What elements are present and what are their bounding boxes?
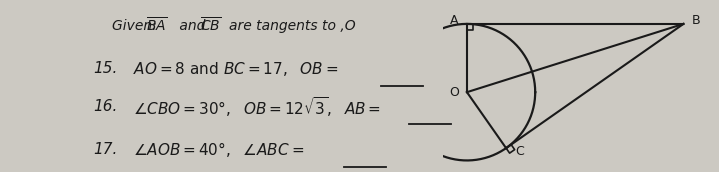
- Text: $\angle CBO = 30°,$  $OB = 12\sqrt{3},$  $AB = $: $\angle CBO = 30°,$ $OB = 12\sqrt{3},$ $…: [133, 95, 381, 119]
- Text: Given:: Given:: [112, 19, 161, 33]
- Text: and: and: [175, 19, 209, 33]
- Text: $\overline{CB}$: $\overline{CB}$: [201, 17, 221, 35]
- Text: C: C: [516, 145, 524, 158]
- Text: are tangents to ,O: are tangents to ,O: [229, 19, 356, 33]
- Text: $\angle AOB = 40°,$  $\angle ABC = $: $\angle AOB = 40°,$ $\angle ABC = $: [133, 140, 304, 159]
- Text: 15.: 15.: [93, 61, 118, 76]
- Text: 17.: 17.: [93, 142, 118, 157]
- Text: O: O: [449, 86, 459, 99]
- Text: 16.: 16.: [93, 99, 118, 114]
- Text: B: B: [692, 14, 700, 27]
- Text: $AO = 8$ and $BC = 17,$  $OB = $: $AO = 8$ and $BC = 17,$ $OB = $: [133, 60, 339, 78]
- Text: A: A: [450, 14, 459, 27]
- Text: $\overline{BA}$: $\overline{BA}$: [146, 17, 167, 35]
